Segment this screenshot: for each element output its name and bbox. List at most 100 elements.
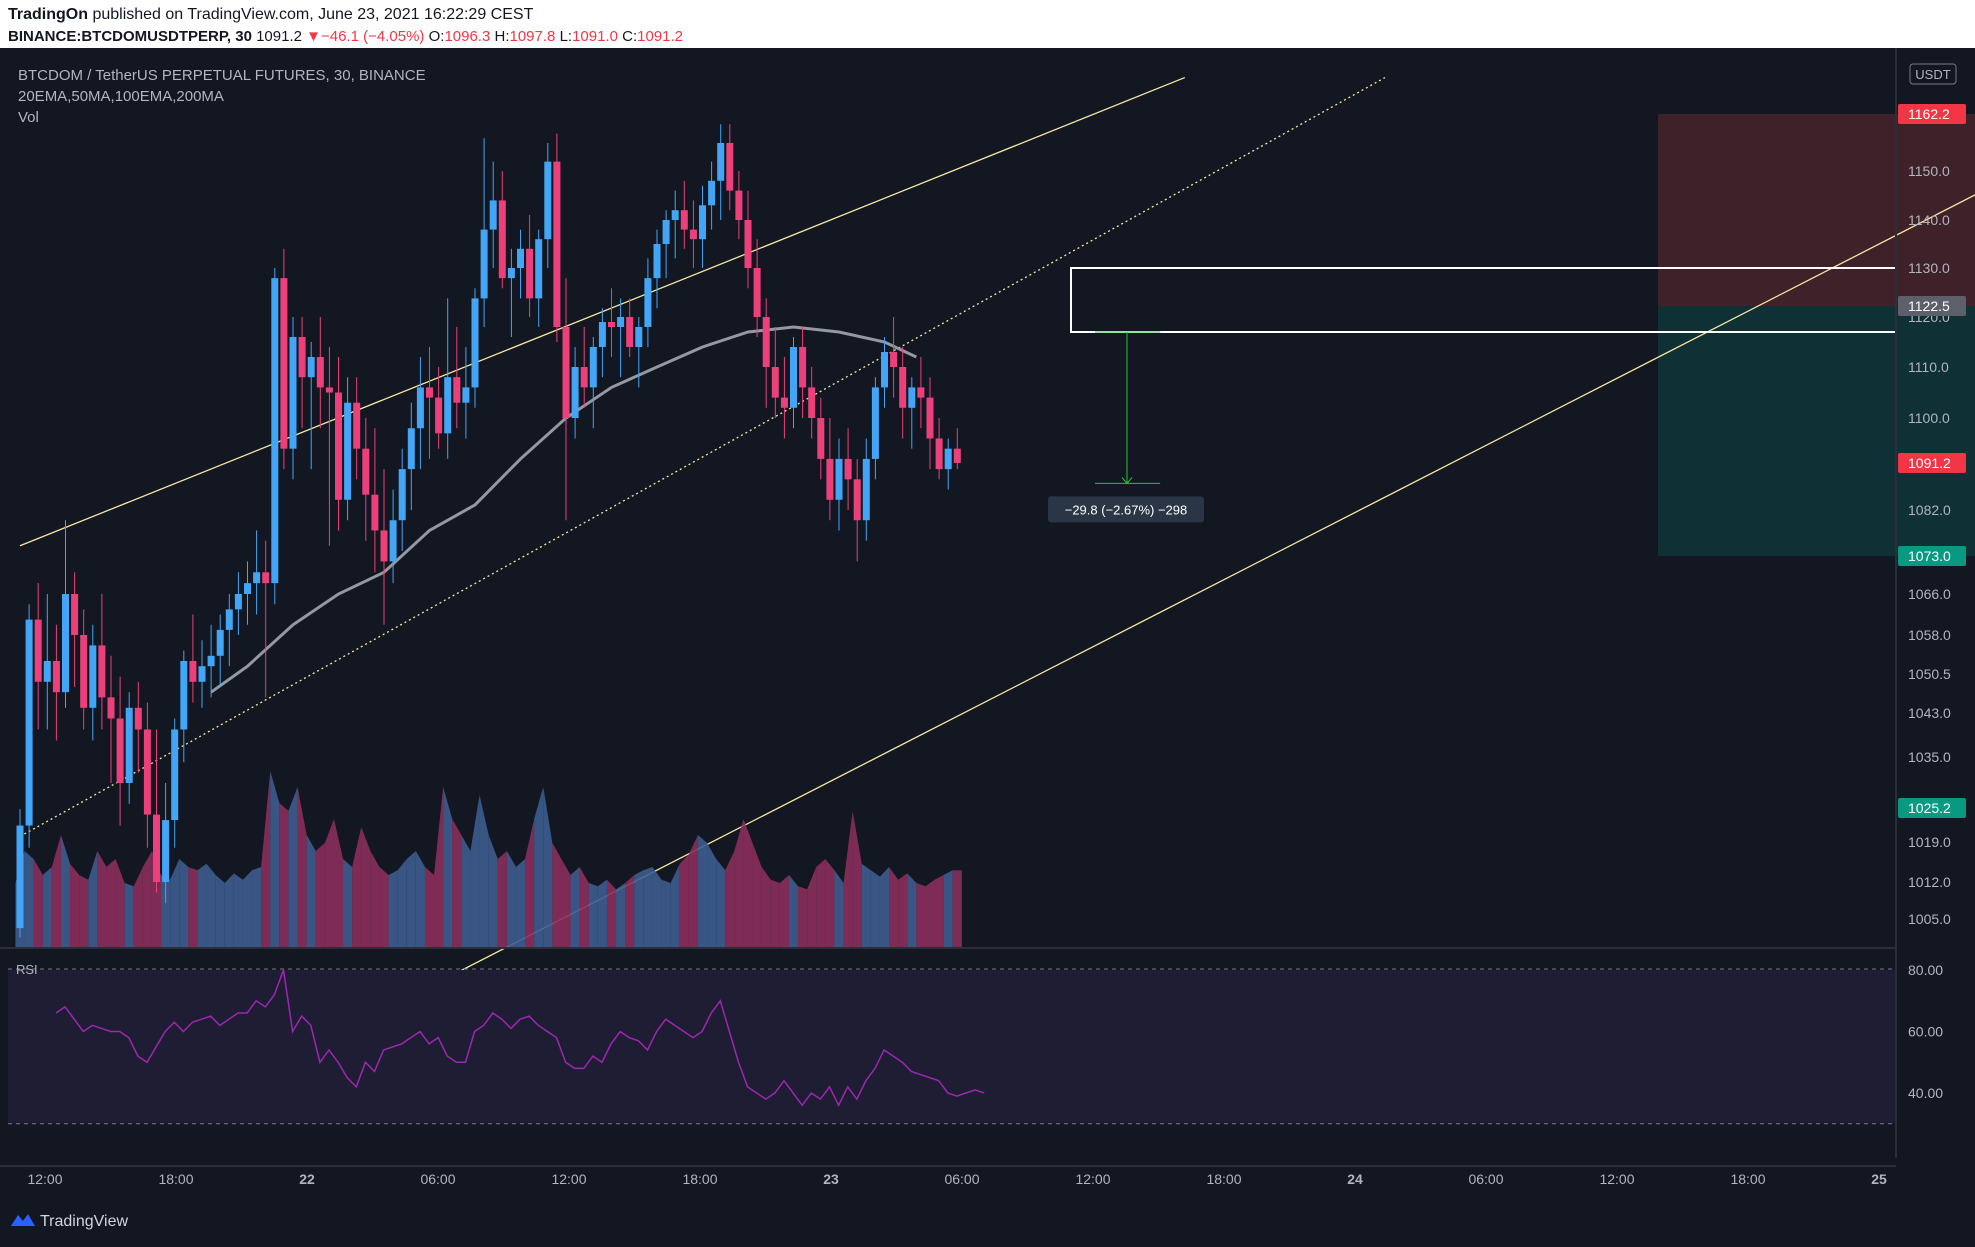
volume-bar bbox=[570, 867, 580, 947]
candle-body bbox=[862, 458, 870, 521]
time-tick: 18:00 bbox=[158, 1171, 193, 1187]
candle-body bbox=[380, 530, 388, 562]
price-badge-label: 1073.0 bbox=[1908, 548, 1951, 564]
candle-body bbox=[444, 377, 452, 434]
volume-bar bbox=[725, 851, 735, 947]
volume-bar bbox=[352, 827, 362, 947]
brand-name: TradingView bbox=[40, 1213, 129, 1230]
price-badge bbox=[1898, 546, 1966, 566]
candle-body bbox=[280, 278, 288, 449]
volume-legend[interactable]: Vol bbox=[18, 109, 39, 126]
volume-bar bbox=[361, 827, 371, 947]
tradingview-logo[interactable]: TradingView bbox=[10, 1212, 128, 1231]
chart-area[interactable]: −29.8 (−2.67%) −298 USDT 1150.0 1140.0 1130… bbox=[0, 48, 1975, 1195]
candle-body bbox=[353, 402, 361, 449]
price-tick: 1100.0 bbox=[1908, 410, 1950, 426]
currency-box bbox=[1909, 63, 1957, 85]
volume-bar bbox=[42, 867, 52, 947]
volume-bar bbox=[51, 835, 61, 947]
volume-bar bbox=[343, 859, 353, 947]
candle-body bbox=[171, 729, 179, 821]
price-badge-label: 1025.2 bbox=[1908, 800, 1951, 816]
candle-body bbox=[944, 448, 952, 470]
candle-body bbox=[271, 278, 279, 584]
volume-bar bbox=[60, 835, 71, 947]
candle-body bbox=[325, 387, 333, 393]
volume-bar bbox=[306, 835, 316, 947]
volume-bar bbox=[834, 870, 844, 947]
volume-bar bbox=[197, 863, 207, 947]
volume-bar bbox=[661, 879, 671, 947]
volume-bar bbox=[333, 819, 344, 947]
publish-header: TradingOn published on TradingView.com, … bbox=[0, 0, 1975, 48]
price-tick: 1110.0 bbox=[1908, 359, 1949, 375]
volume-bar bbox=[907, 873, 917, 947]
candle-body bbox=[480, 229, 488, 299]
candle-body bbox=[52, 661, 60, 693]
candle-body bbox=[671, 210, 679, 220]
measure-label: −29.8 (−2.67%) −298 bbox=[1065, 502, 1188, 517]
high-label: H: bbox=[494, 28, 510, 45]
currency-label: USDT bbox=[1915, 67, 1950, 82]
channel-line-3 bbox=[383, 194, 1975, 1011]
volume-bar bbox=[479, 795, 489, 947]
candle-body bbox=[262, 572, 270, 584]
price-badge bbox=[1898, 104, 1966, 124]
candles[interactable] bbox=[16, 124, 961, 938]
candle-body bbox=[416, 387, 424, 429]
candle-body bbox=[435, 397, 443, 434]
volume-bar bbox=[452, 819, 462, 947]
candle-body bbox=[462, 387, 470, 403]
candle-body bbox=[298, 337, 306, 378]
candle-body bbox=[216, 629, 224, 656]
volume-bar bbox=[70, 863, 80, 947]
volume-bar bbox=[816, 859, 826, 947]
rsi-band bbox=[8, 970, 1896, 1124]
time-tick: 18:00 bbox=[1730, 1171, 1765, 1187]
high-value: 1097.8 bbox=[509, 28, 556, 45]
volume-bar bbox=[916, 883, 926, 947]
volume-bar bbox=[252, 867, 262, 947]
candle-body bbox=[571, 367, 579, 418]
candle-body bbox=[653, 244, 661, 279]
price-tick: 1005.0 bbox=[1908, 911, 1951, 927]
volume-bar bbox=[170, 859, 180, 947]
candle-body bbox=[371, 494, 379, 531]
candle-body bbox=[471, 298, 479, 388]
candle-body bbox=[153, 814, 160, 882]
rsi-legend[interactable]: RSI bbox=[16, 962, 38, 977]
price-tick: 1140.0 bbox=[1908, 212, 1950, 228]
volume-bar bbox=[807, 867, 817, 947]
volume-bar bbox=[233, 873, 243, 947]
indicator-legend[interactable]: 20EMA,50MA,100EMA,200MA bbox=[18, 88, 224, 105]
price-badge-label: 1122.5 bbox=[1908, 298, 1950, 314]
volume-bar bbox=[133, 867, 143, 947]
time-tick: 12:00 bbox=[27, 1171, 62, 1187]
rsi-tick: 60.00 bbox=[1908, 1024, 1943, 1040]
symbol-name: BINANCE:BTCDOMUSDTPERP, 30 bbox=[8, 28, 252, 45]
close-value: 1091.2 bbox=[637, 28, 684, 45]
candle-body bbox=[307, 357, 315, 378]
candle-body bbox=[189, 661, 197, 682]
volume-bar bbox=[106, 859, 116, 947]
volume-bar bbox=[470, 795, 480, 947]
candle-body bbox=[426, 387, 433, 398]
measure-tool[interactable]: −29.8 (−2.67%) −298 bbox=[1048, 331, 1204, 523]
price-tick: 1035.0 bbox=[1908, 749, 1951, 765]
candle-body bbox=[244, 583, 251, 594]
candle-body bbox=[589, 347, 597, 388]
low-label: L: bbox=[559, 28, 573, 45]
volume-bar bbox=[870, 870, 880, 947]
candle-body bbox=[107, 697, 115, 719]
price-change: −46.1 (−4.05%) bbox=[321, 28, 425, 45]
publisher-name[interactable]: TradingOn bbox=[8, 6, 88, 23]
candle-body bbox=[917, 387, 925, 398]
volume-bar bbox=[324, 819, 334, 947]
volume-bar bbox=[397, 859, 407, 947]
candle-body bbox=[507, 268, 515, 279]
volume-bar bbox=[670, 863, 680, 947]
volume-bar bbox=[634, 870, 644, 947]
candle-body bbox=[717, 142, 725, 181]
volume-bar bbox=[534, 787, 544, 947]
candle-body bbox=[517, 248, 524, 268]
